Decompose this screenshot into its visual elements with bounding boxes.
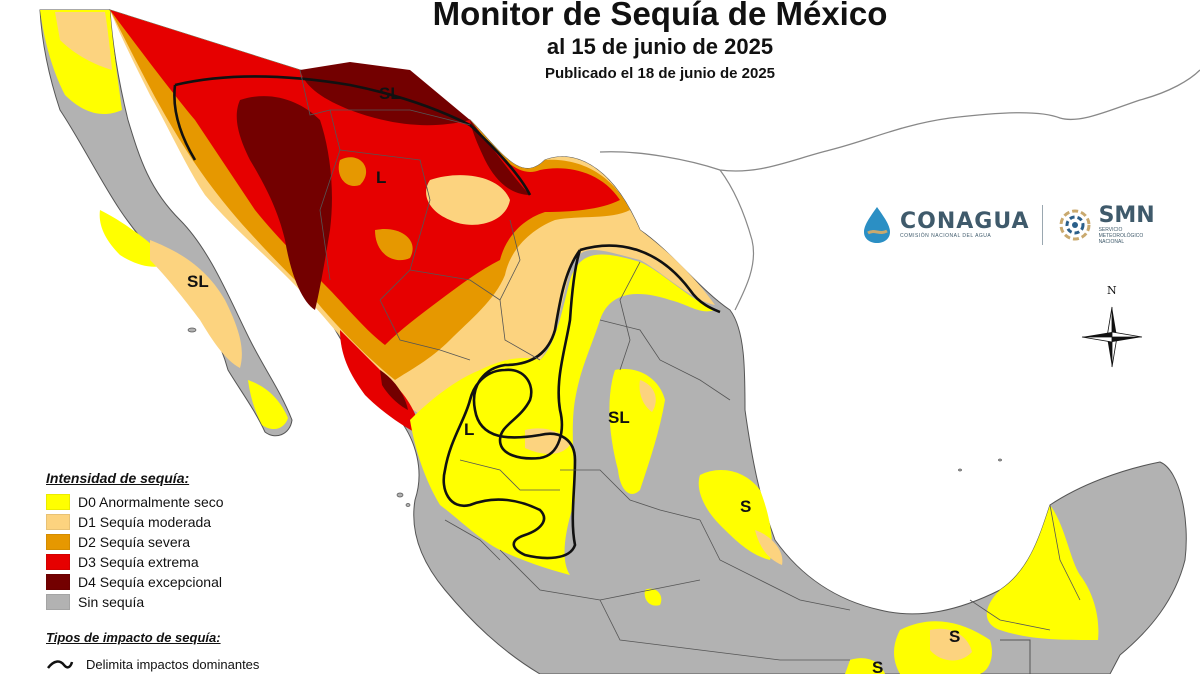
legend-item-d2: D2 Sequía severa xyxy=(46,532,306,552)
legend-item-d3: D3 Sequía extrema xyxy=(46,552,306,572)
smn-logo-icon xyxy=(1059,209,1091,241)
map-title: Monitor de Sequía de México xyxy=(432,0,888,32)
d2-island-1 xyxy=(338,157,367,186)
conagua-logo-subtext: COMISIÓN NACIONAL DEL AGUA xyxy=(900,233,992,239)
legend-item-d4: D4 Sequía excepcional xyxy=(46,572,306,592)
legend: Intensidad de sequía: D0 Anormalmente se… xyxy=(46,470,306,672)
legend-swatch-d0 xyxy=(46,494,70,510)
smn-logo-subtext-1: SERVICIO xyxy=(1098,227,1123,233)
d2-island-2 xyxy=(375,229,413,261)
conagua-logo-text: CONAGUA xyxy=(900,209,1030,234)
baja-d1-south xyxy=(150,240,242,368)
d0-center-south xyxy=(644,588,662,606)
impact-code-s-gulf: S xyxy=(740,497,752,516)
islands xyxy=(187,327,1002,507)
agency-logos: CONAGUA COMISIÓN NACIONAL DEL AGUA SMN S… xyxy=(860,198,1190,252)
d0-gulf xyxy=(698,470,772,560)
us-texas-coastline xyxy=(719,169,755,311)
d4-northwest xyxy=(236,96,332,310)
legend-label-d3: D3 Sequía extrema xyxy=(78,554,199,570)
impact-code-l-north: L xyxy=(376,168,387,187)
compass-rose-icon xyxy=(1081,306,1143,368)
impact-boundary-line-icon xyxy=(47,659,74,669)
baja-d0-tip xyxy=(248,380,288,430)
compass-north-label: N xyxy=(1107,284,1117,297)
legend-label-d2: D2 Sequía severa xyxy=(78,534,191,550)
d1-chiapas xyxy=(930,628,972,661)
impact-line-sonora xyxy=(173,84,197,161)
title-block: Monitor de Sequía de México al 15 de jun… xyxy=(300,0,1020,85)
legend-item-d0: D0 Anormalmente seco xyxy=(46,492,306,512)
legend-item-d1: D1 Sequía moderada xyxy=(46,512,306,532)
legend-label-none: Sin sequía xyxy=(78,594,145,610)
impact-code-sl-baja: SL xyxy=(187,272,209,291)
legend-label-d4: D4 Sequía excepcional xyxy=(78,574,222,590)
d1-gulf xyxy=(755,530,783,565)
impact-legend-item: Delimita impactos dominantes xyxy=(46,657,306,672)
impact-line-north xyxy=(174,75,532,196)
impact-legend-title: Tipos de impacto de sequía: xyxy=(46,630,221,645)
us-gulf-coastline xyxy=(599,69,1200,172)
map-date: al 15 de junio de 2025 xyxy=(546,34,774,59)
published-date: Publicado el 18 de junio de 2025 xyxy=(544,65,776,82)
impact-code-s-chiapas: S xyxy=(949,627,961,646)
compass: N xyxy=(1080,284,1144,364)
legend-item-none: Sin sequía xyxy=(46,592,306,612)
d0-oaxaca-coast xyxy=(845,658,885,674)
impact-code-s-oaxaca: S xyxy=(872,658,884,677)
legend-swatch-d2 xyxy=(46,534,70,550)
state-boundaries xyxy=(299,69,1081,661)
impact-code-sl-east: SL xyxy=(608,408,630,427)
legend-title: Intensidad de sequía: xyxy=(46,470,190,486)
smn-logo-subtext-2: METEOROLÓGICO xyxy=(1098,233,1144,239)
guatemala-border xyxy=(1000,639,1031,674)
logo-divider xyxy=(1041,205,1043,245)
conagua-logo-icon xyxy=(864,207,890,243)
legend-swatch-none xyxy=(46,594,70,610)
smn-logo-text: SMN xyxy=(1098,203,1155,228)
d3-sinaloa xyxy=(340,330,420,435)
d0-central xyxy=(410,254,715,575)
legend-label-d0: D0 Anormalmente seco xyxy=(78,494,224,510)
d1-island-1 xyxy=(426,175,510,225)
legend-swatch-d4 xyxy=(46,574,70,590)
impact-legend-label: Delimita impactos dominantes xyxy=(86,657,260,672)
d4-sinaloa xyxy=(380,370,408,410)
impact-code-sl-north: SL xyxy=(379,84,401,103)
impact-code-l-central: L xyxy=(464,420,475,439)
d0-yucatan xyxy=(986,505,1099,640)
legend-swatch-d1 xyxy=(46,514,70,530)
impact-line-central xyxy=(442,244,721,560)
smn-logo-subtext-3: NACIONAL xyxy=(1098,239,1125,245)
legend-label-d1: D1 Sequía moderada xyxy=(78,514,212,530)
d1-sl-east xyxy=(639,380,656,412)
legend-swatch-d3 xyxy=(46,554,70,570)
baja-d1-north xyxy=(55,12,112,70)
